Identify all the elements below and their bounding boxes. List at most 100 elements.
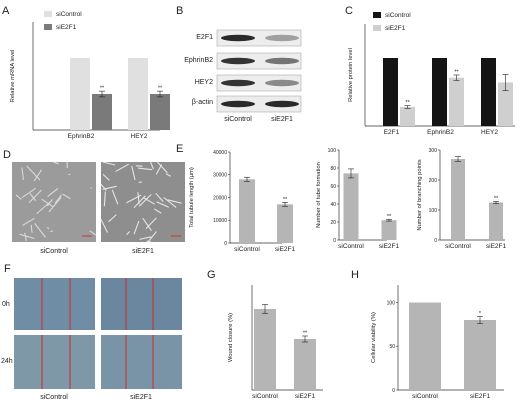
bar-chart-e-2: 0 10000 20000 30000 40000 siControl ** siE2F1 To… [189,150,295,253]
blot-band [221,79,255,87]
tube-segment [142,217,152,231]
panel-letter-h: H [351,269,359,281]
tube-segment [15,194,22,200]
x-tick-label: EphrinB2 [427,129,454,136]
bar [449,77,464,126]
panel-letter-e: E [176,143,183,155]
y-tick-label: 0 [392,388,395,394]
tube-segment [100,219,108,233]
tube-segment [89,230,97,236]
y-tick-label: 0 [224,241,227,247]
tube-segment [156,201,170,208]
scratch-assay: 0h 24h siControl siE2F1 [1,278,182,401]
tube-segment [138,194,152,207]
y-tick-label: 100 [429,208,438,214]
x-tick-label: HEY2 [131,133,148,140]
bar-chart-c-1: ** E2F1 ** EphrinB2 HEY2 Relative protein lev… [348,12,515,136]
y-tick-label: 10000 [213,218,227,224]
x-tick-label: siControl [252,393,278,400]
tube-segment [41,198,54,208]
x-tick-label: siE2F1 [470,393,491,400]
y-tick-label: 0 [333,238,336,244]
tube-segment [147,231,157,242]
x-tick-label: siControl [445,243,471,250]
tube-segment [21,187,37,198]
band-label: β-actin [192,99,213,106]
tube-segment [126,231,131,235]
tube-segment [102,161,116,166]
row-label-24h: 24h [1,358,13,365]
band-label: E2F1 [196,34,213,41]
tube-segment [19,233,35,240]
scratch-caption: siControl [40,394,68,401]
bar [128,58,148,130]
x-tick-label: siE2F1 [295,393,316,400]
tube-segment [47,187,59,198]
tube-segment [108,214,117,223]
x-tick-label: E2F1 [384,129,400,136]
bar [498,82,513,126]
y-axis-label: Wound closure (%) [228,313,234,362]
legend-swatch [44,24,52,30]
blot-strip [216,74,302,92]
legend-label: siE2F1 [56,24,77,31]
tube-segment [137,167,153,171]
tube-segment [131,165,136,180]
x-tick-label: siE2F1 [486,243,507,250]
x-tick-label: siE2F1 [379,243,400,250]
blot-band [265,57,299,65]
micrograph-caption: siControl [40,248,68,255]
scratch-image-24h-sie2f1 [101,335,182,389]
tube-segment [155,164,163,175]
tube-segment [139,236,152,240]
bar [464,320,496,390]
significance-star: * [479,311,482,317]
y-axis-label: Number of tube formation [316,162,322,228]
y-tick-label: 50 [389,344,395,350]
bar [239,179,255,243]
y-axis-label: Total tubule length (μm) [189,167,195,228]
scratch-caption: siE2F1 [130,394,152,401]
lane-label: siControl [224,116,252,123]
significance-star: ** [454,70,459,76]
tube-segment [22,217,35,226]
y-tick-label: 80 [330,166,336,172]
tube-segment [36,202,50,215]
x-tick-label: siControl [234,246,260,253]
blot-band [265,79,299,87]
bar [381,220,397,240]
legend-label: siControl [56,11,82,18]
tube-segment [33,169,42,182]
tube-segment [30,224,33,233]
western-blot: E2F1 EphrinB2 HEY2 β-actin siControl siE… [184,29,302,123]
blot-strip [216,95,302,113]
tube-segment [21,167,24,180]
significance-star: ** [283,197,288,203]
significance-star: ** [303,331,308,337]
tube-segment [53,161,59,165]
panel-letter-c: C [345,5,353,17]
band-label: EphrinB2 [184,57,213,64]
tube-segment [29,193,37,201]
significance-star: ** [100,86,105,92]
y-tick-label: 40 [330,202,336,208]
bar [277,204,293,243]
micrograph-caption: siE2F1 [132,248,154,255]
tube-segment [103,191,106,207]
blot-strip [216,52,302,70]
panel-letter-a: A [2,5,10,17]
legend-swatch [44,11,52,17]
legend-swatch [373,12,381,18]
blot-strip [216,29,302,47]
tube-segment [156,161,168,174]
tube-segment [100,183,107,191]
panel-letter-b: B [176,5,183,17]
tube-segment [102,173,110,181]
lane-label: siE2F1 [271,116,293,123]
y-tick-label: 40000 [213,150,227,156]
x-tick-label: siE2F1 [275,246,296,253]
blot-band [221,100,255,108]
blot-band [221,57,255,65]
tube-segment [34,222,46,238]
